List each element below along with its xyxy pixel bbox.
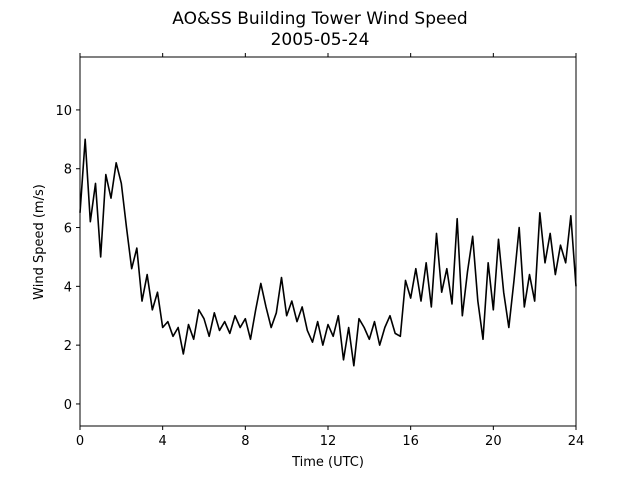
x-tick-label: 20 — [485, 434, 502, 449]
x-tick-label: 12 — [320, 434, 337, 449]
chart-title: AO&SS Building Tower Wind Speed — [172, 9, 467, 29]
y-tick-label: 0 — [64, 398, 72, 413]
y-tick-label: 4 — [64, 280, 72, 295]
y-axis-label: Wind Speed (m/s) — [32, 184, 47, 300]
x-tick-label: 16 — [402, 434, 419, 449]
data-line — [79, 138, 577, 367]
y-tick-label: 2 — [64, 339, 72, 354]
chart-subtitle: 2005-05-24 — [271, 30, 370, 50]
x-tick-label: 8 — [241, 434, 249, 449]
y-tick-label: 6 — [64, 222, 72, 237]
x-tick-label: 0 — [76, 434, 84, 449]
x-axis-label: Time (UTC) — [291, 455, 364, 470]
plot-frame — [79, 56, 577, 427]
x-tick-label: 24 — [568, 434, 585, 449]
y-tick-label: 8 — [64, 163, 72, 178]
x-tick-label: 4 — [159, 434, 167, 449]
y-tick-label: 10 — [55, 104, 72, 119]
